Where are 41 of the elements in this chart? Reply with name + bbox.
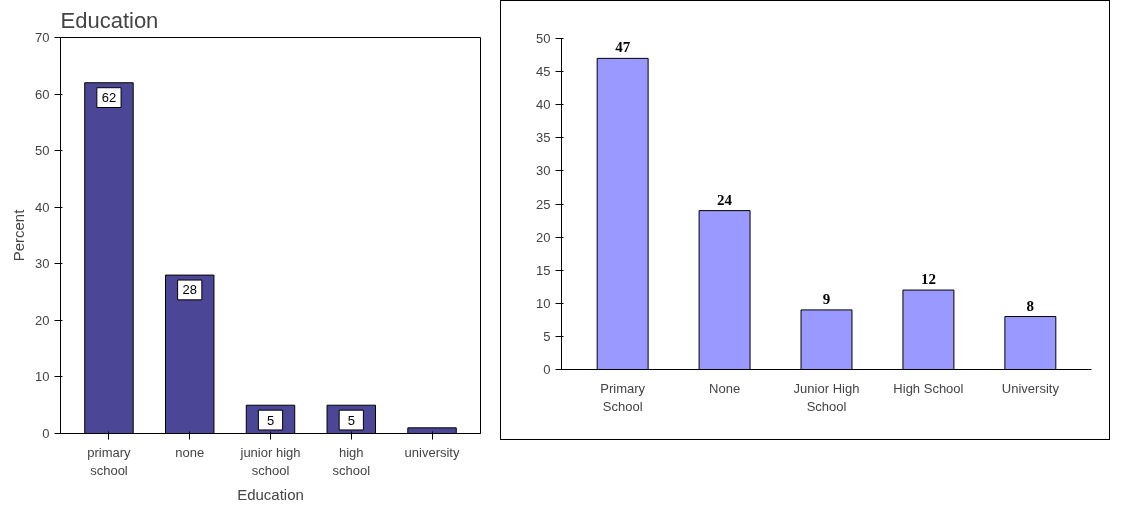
x-tick-label: none xyxy=(175,444,205,460)
y-tick-label: 10 xyxy=(35,369,50,385)
y-tick-label: 30 xyxy=(35,256,50,272)
y-tick-label: 50 xyxy=(536,31,551,46)
data-label: 24 xyxy=(717,191,733,208)
x-tick-label: high school xyxy=(332,444,371,478)
x-tick-label: Primary School xyxy=(600,380,646,414)
x-tick-label: Junior High School xyxy=(793,380,860,414)
x-tick-label: university xyxy=(404,444,460,460)
y-tick-label: 0 xyxy=(543,362,551,377)
y-tick-label: 20 xyxy=(35,312,50,328)
data-label: 5 xyxy=(347,412,355,428)
y-tick-label: 70 xyxy=(35,30,50,45)
y-tick-label: 45 xyxy=(536,64,551,80)
chart-title: Education xyxy=(60,7,159,33)
y-tick-label: 0 xyxy=(42,426,50,441)
y-tick-label: 60 xyxy=(35,86,50,102)
y-tick-label: 40 xyxy=(35,199,50,215)
y-tick-label: 40 xyxy=(536,97,551,113)
x-tick-label: junior high school xyxy=(239,444,301,478)
y-tick-label: 5 xyxy=(543,328,551,344)
x-axis-title: Education xyxy=(237,485,304,503)
data-label: 12 xyxy=(920,271,936,288)
data-label: 8 xyxy=(1026,297,1035,314)
y-tick-label: 35 xyxy=(536,130,551,146)
data-label: 28 xyxy=(182,282,197,298)
data-label: 62 xyxy=(101,90,117,106)
y-tick-label: 25 xyxy=(536,196,551,212)
y-tick-label: 15 xyxy=(536,262,551,278)
x-tick-label: primary school xyxy=(87,444,132,478)
y-axis-title: Percent xyxy=(10,208,28,262)
x-tick-label: None xyxy=(709,380,741,396)
y-tick-label: 50 xyxy=(35,143,50,159)
y-tick-label: 30 xyxy=(536,163,551,179)
data-label: 9 xyxy=(822,290,831,307)
data-label: 47 xyxy=(615,39,631,56)
x-tick-label: University xyxy=(1001,380,1060,396)
y-tick-label: 20 xyxy=(536,229,551,245)
data-label: 5 xyxy=(266,412,275,428)
x-tick-label: High School xyxy=(893,380,964,396)
y-tick-label: 10 xyxy=(536,295,551,311)
